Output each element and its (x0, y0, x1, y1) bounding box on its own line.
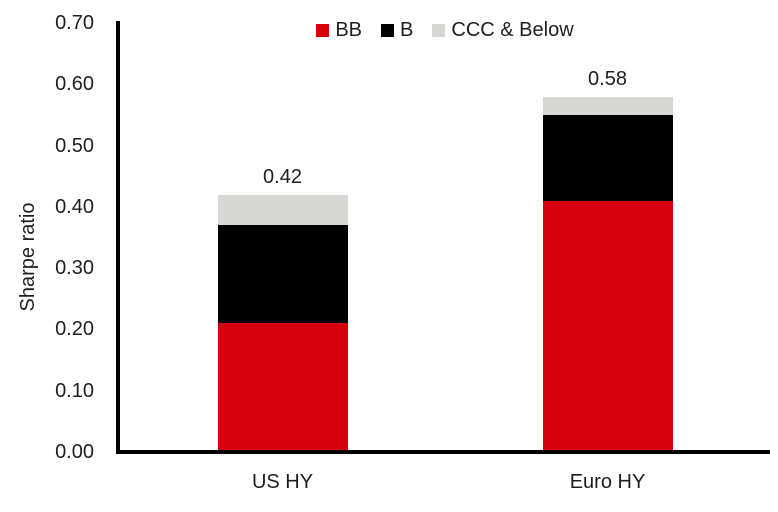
bar-segment-ccc-below (217, 194, 348, 226)
y-tick-label: 0.70 (55, 12, 94, 34)
x-category-label: Euro HY (569, 471, 646, 493)
legend-swatch-icon (432, 23, 446, 37)
bar-segment-b (217, 225, 348, 324)
y-tick-label: 0.20 (55, 318, 94, 341)
bar-total-label: 0.42 (263, 165, 302, 188)
bar-segment-bb (542, 200, 673, 452)
y-axis-line (116, 21, 120, 454)
y-tick-label: 0.10 (55, 379, 94, 402)
legend-swatch-icon (381, 23, 395, 37)
bar-segment-ccc-below (542, 96, 673, 115)
legend-label: BB (335, 18, 363, 41)
y-tick-label: 0.40 (55, 195, 94, 218)
bar-segment-b (542, 114, 673, 201)
legend: BB B CCC & Below (120, 17, 770, 43)
y-tick-label: 0.50 (55, 134, 94, 157)
legend-item-bb: BB (316, 19, 362, 42)
legend-item-b: B (381, 19, 413, 42)
bar-total-label: 0.58 (588, 67, 627, 90)
y-tick-label: 0.30 (55, 257, 94, 280)
legend-label: B (400, 18, 414, 41)
bar-segment-bb (217, 323, 348, 452)
x-axis-line (116, 450, 770, 454)
y-tick-label: 0.00 (55, 441, 94, 463)
legend-label: CCC & Below (451, 18, 574, 41)
y-tick-label: 0.60 (55, 73, 94, 96)
legend-item-ccc-below: CCC & Below (432, 18, 574, 42)
x-category-label: US HY (251, 471, 314, 493)
legend-swatch-icon (316, 23, 330, 37)
